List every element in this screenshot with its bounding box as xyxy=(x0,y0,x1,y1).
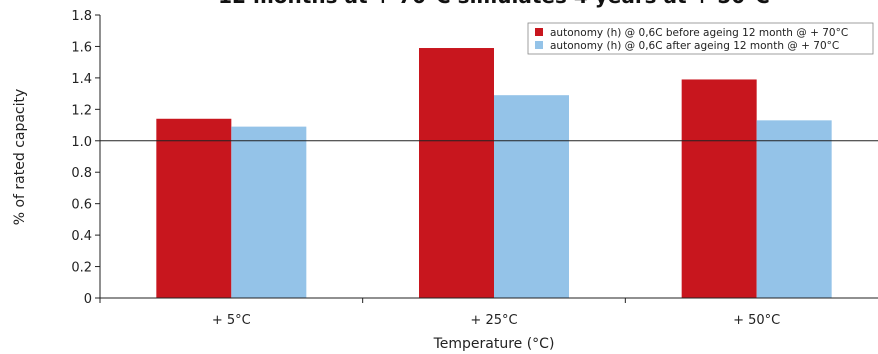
bar-before-2 xyxy=(681,79,757,298)
y-axis-title: % of rated capacity xyxy=(12,89,28,226)
legend-swatch-after xyxy=(535,41,543,49)
y-tick-label: 0.6 xyxy=(71,198,92,213)
bar-after-0 xyxy=(231,126,307,298)
x-tick-label: + 25°C xyxy=(470,313,517,328)
chart-title: 12 months at + 70°C simulates 4 years at… xyxy=(218,0,770,8)
bar-before-0 xyxy=(156,118,232,299)
legend-box xyxy=(527,22,874,55)
y-tick-label: 0 xyxy=(84,292,92,307)
y-tick-label: 1.2 xyxy=(71,103,92,118)
legend-swatch-before xyxy=(535,28,543,36)
bar-after-2 xyxy=(756,120,832,298)
y-tick-label: 0.4 xyxy=(71,229,92,244)
bar-after-1 xyxy=(494,95,569,298)
x-axis-title: Temperature (°C) xyxy=(433,336,555,352)
y-tick-label: 1.4 xyxy=(71,72,92,87)
x-axis: + 5°C + 25°C + 50°C xyxy=(99,297,878,328)
legend: autonomy (h) @ 0,6C before ageing 12 mon… xyxy=(527,22,874,55)
bar-before-1 xyxy=(419,48,494,299)
y-tick-label: 0.8 xyxy=(71,166,92,181)
legend-label-after: autonomy (h) @ 0,6C after ageing 12 mont… xyxy=(550,40,839,52)
bars-group xyxy=(156,48,832,299)
x-tick-label: + 50°C xyxy=(733,313,780,328)
y-tick-label: 0.2 xyxy=(71,261,92,276)
legend-label-before: autonomy (h) @ 0,6C before ageing 12 mon… xyxy=(550,27,848,39)
y-tick-label: 1.0 xyxy=(71,135,92,150)
y-axis: 0 0.2 0.4 0.6 0.8 1.0 1.2 1.4 1.6 1.8 xyxy=(71,9,101,307)
y-tick-label: 1.6 xyxy=(71,40,92,55)
x-tick-label: + 5°C xyxy=(212,313,251,328)
y-tick-label: 1.8 xyxy=(71,9,92,24)
